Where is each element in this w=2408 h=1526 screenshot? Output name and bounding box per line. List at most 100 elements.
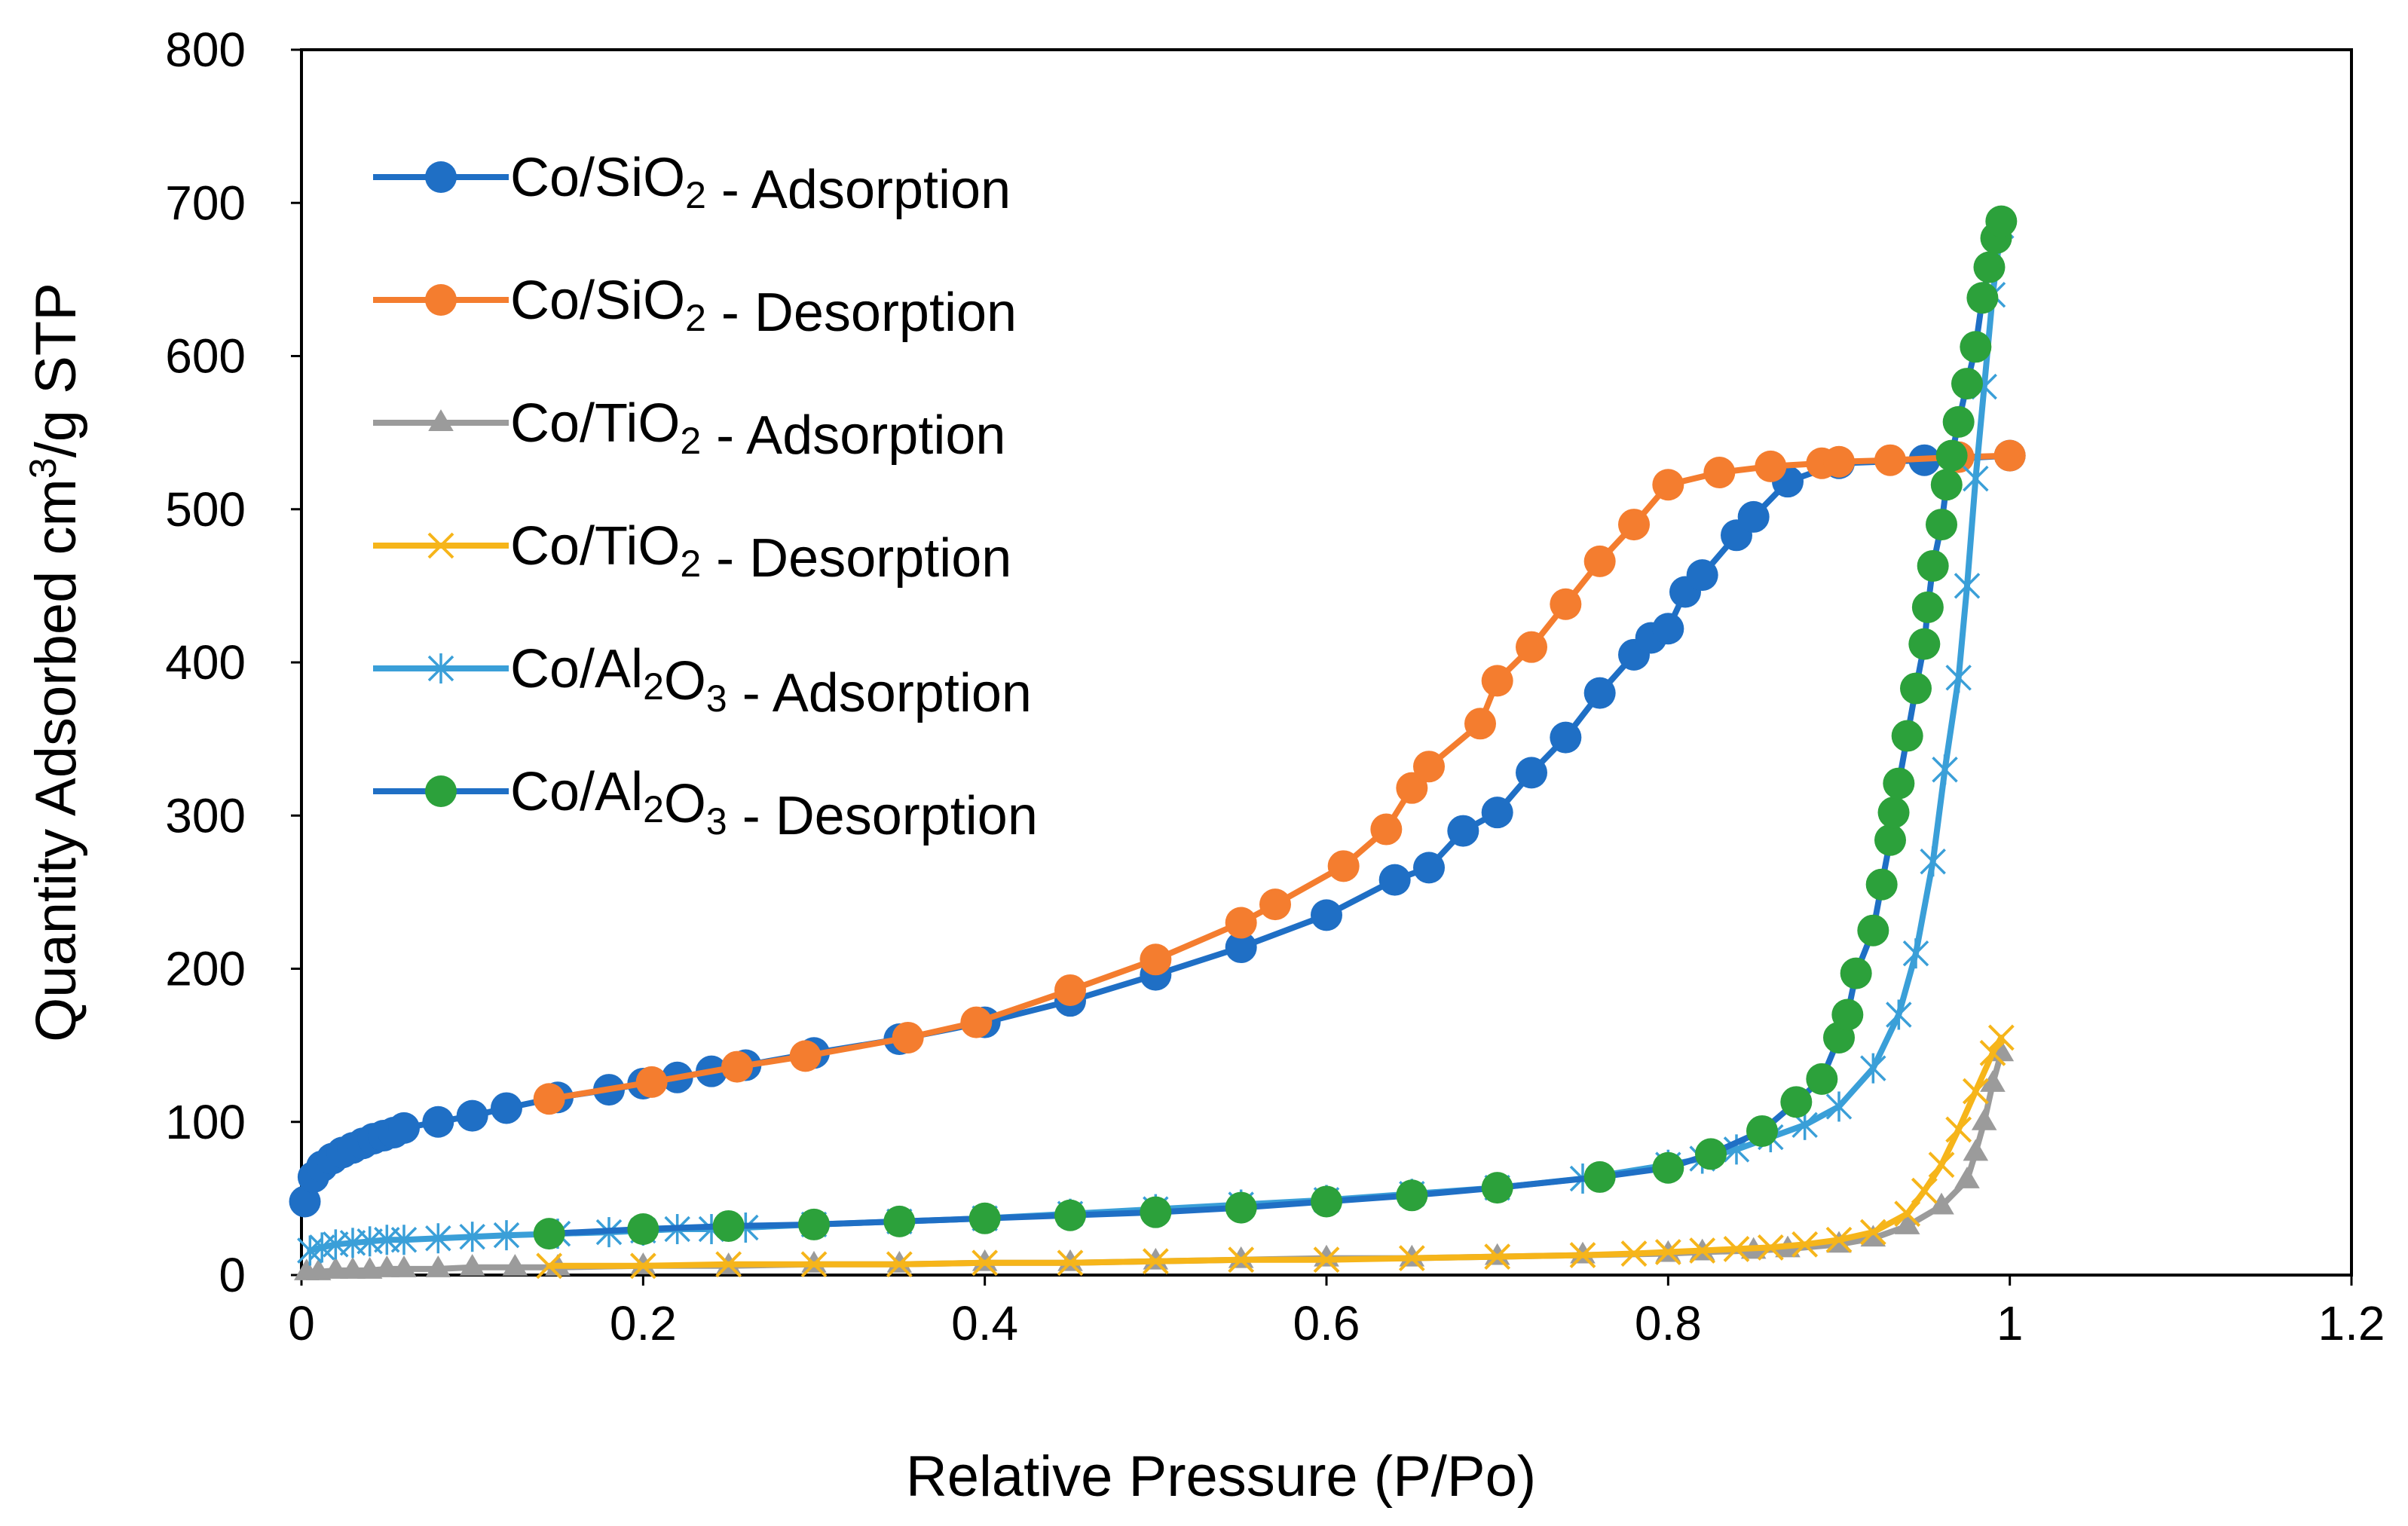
data-point <box>533 1083 565 1115</box>
data-point <box>1746 1115 1778 1147</box>
legend-marker <box>425 161 457 193</box>
data-point <box>1225 931 1257 964</box>
data-point <box>340 1257 366 1279</box>
data-point <box>1620 1240 1648 1267</box>
data-point <box>1516 757 1547 789</box>
data-point <box>1618 509 1650 541</box>
data-point <box>1755 450 1787 482</box>
data-point <box>1757 1234 1784 1261</box>
data-point <box>715 1251 742 1278</box>
data-point <box>1723 1236 1750 1262</box>
legend-item: Co/Al2O3 - Adsorption <box>373 639 1032 723</box>
data-point <box>1550 588 1582 620</box>
data-point <box>1652 469 1684 501</box>
data-point <box>800 1251 828 1278</box>
data-point <box>1951 368 1983 400</box>
data-point <box>968 1202 1001 1234</box>
data-point <box>1327 850 1360 882</box>
data-point <box>1874 824 1906 856</box>
x-axis-ticks: 0 0.2 0.4 0.6 0.8 1 1.2 <box>288 1275 2385 1350</box>
data-point <box>323 1257 349 1279</box>
data-point <box>1140 1196 1172 1228</box>
data-point <box>1980 1070 2006 1092</box>
x-tick-label: 0.8 <box>1635 1296 1702 1350</box>
data-point <box>1860 1225 1886 1247</box>
data-point <box>305 1258 332 1280</box>
data-point <box>1228 1246 1255 1274</box>
data-point <box>886 1251 913 1278</box>
series-line <box>546 1035 2005 1269</box>
data-point <box>1954 570 1981 601</box>
data-point <box>1945 662 1972 693</box>
data-point <box>1860 1053 1886 1084</box>
legend-marker <box>425 775 457 807</box>
y-tick-label: 700 <box>165 176 246 230</box>
data-point <box>1930 469 1963 501</box>
data-point <box>1942 405 1975 438</box>
data-point <box>1926 509 1957 541</box>
series-3 <box>536 1024 2015 1280</box>
x-axis-title: Relative Pressure (P/Po) <box>906 1445 1536 1509</box>
data-point <box>1857 914 1889 946</box>
data-point <box>1057 1249 1084 1277</box>
data-point <box>892 1021 924 1054</box>
legend-label: Co/TiO2 - Desorption <box>510 516 1011 589</box>
data-point <box>459 1222 485 1252</box>
legend-item: Co/Al2O3 - Desorption <box>373 762 1038 846</box>
data-point <box>1695 1138 1727 1170</box>
data-point <box>1225 907 1257 939</box>
data-point <box>493 1220 520 1251</box>
data-point <box>1960 331 1992 363</box>
data-point <box>1140 943 1172 976</box>
data-point <box>1259 888 1291 921</box>
legend-marker <box>428 409 454 431</box>
data-point <box>629 1252 656 1280</box>
legend-label: Co/Al2O3 - Desorption <box>510 762 1038 846</box>
data-point <box>1686 559 1718 592</box>
data-point <box>1823 445 1855 478</box>
y-axis-title: Quantity Adsorbed cm3/g STP <box>22 283 88 1042</box>
data-point <box>1583 1161 1616 1193</box>
y-tick-label: 500 <box>165 482 246 537</box>
data-point <box>1550 721 1582 754</box>
data-point <box>721 1050 753 1083</box>
y-tick-label: 400 <box>165 635 246 690</box>
data-point <box>536 1252 563 1280</box>
data-point <box>533 1218 565 1250</box>
data-point <box>1979 1039 2006 1066</box>
data-point <box>1481 665 1513 697</box>
data-point <box>1413 751 1445 783</box>
data-point <box>1398 1245 1425 1272</box>
data-point <box>425 1223 451 1254</box>
data-point <box>1973 251 2006 283</box>
data-point <box>635 1066 668 1098</box>
data-point <box>1993 439 2026 472</box>
x-tick-label: 0.2 <box>610 1296 677 1350</box>
data-point <box>1891 720 1923 752</box>
x-tick-label: 1 <box>1996 1296 2024 1350</box>
data-point <box>1652 613 1684 645</box>
data-point <box>1954 1167 1980 1188</box>
y-tick-label: 800 <box>165 23 246 77</box>
data-point <box>1703 456 1736 488</box>
data-point <box>1689 1237 1716 1264</box>
data-point <box>1963 1139 1989 1161</box>
data-point <box>289 1185 321 1218</box>
data-point <box>1464 708 1496 740</box>
data-point <box>1583 677 1616 709</box>
data-point <box>1054 974 1086 1006</box>
legend-marker <box>427 653 454 683</box>
legend-marker <box>427 532 454 559</box>
data-point <box>1652 1151 1684 1184</box>
data-point <box>1054 1199 1086 1231</box>
data-point <box>1966 282 1999 314</box>
y-tick-label: 0 <box>219 1248 246 1302</box>
data-point <box>1840 957 1872 989</box>
data-point <box>1985 205 2018 237</box>
legend: Co/SiO2 - Adsorption Co/SiO2 - Desorption… <box>373 148 1038 846</box>
legend-item: Co/SiO2 - Desorption <box>373 271 1017 343</box>
legend-item: Co/SiO2 - Adsorption <box>373 148 1011 220</box>
data-point <box>1886 999 1912 1030</box>
data-point <box>1935 439 1968 472</box>
